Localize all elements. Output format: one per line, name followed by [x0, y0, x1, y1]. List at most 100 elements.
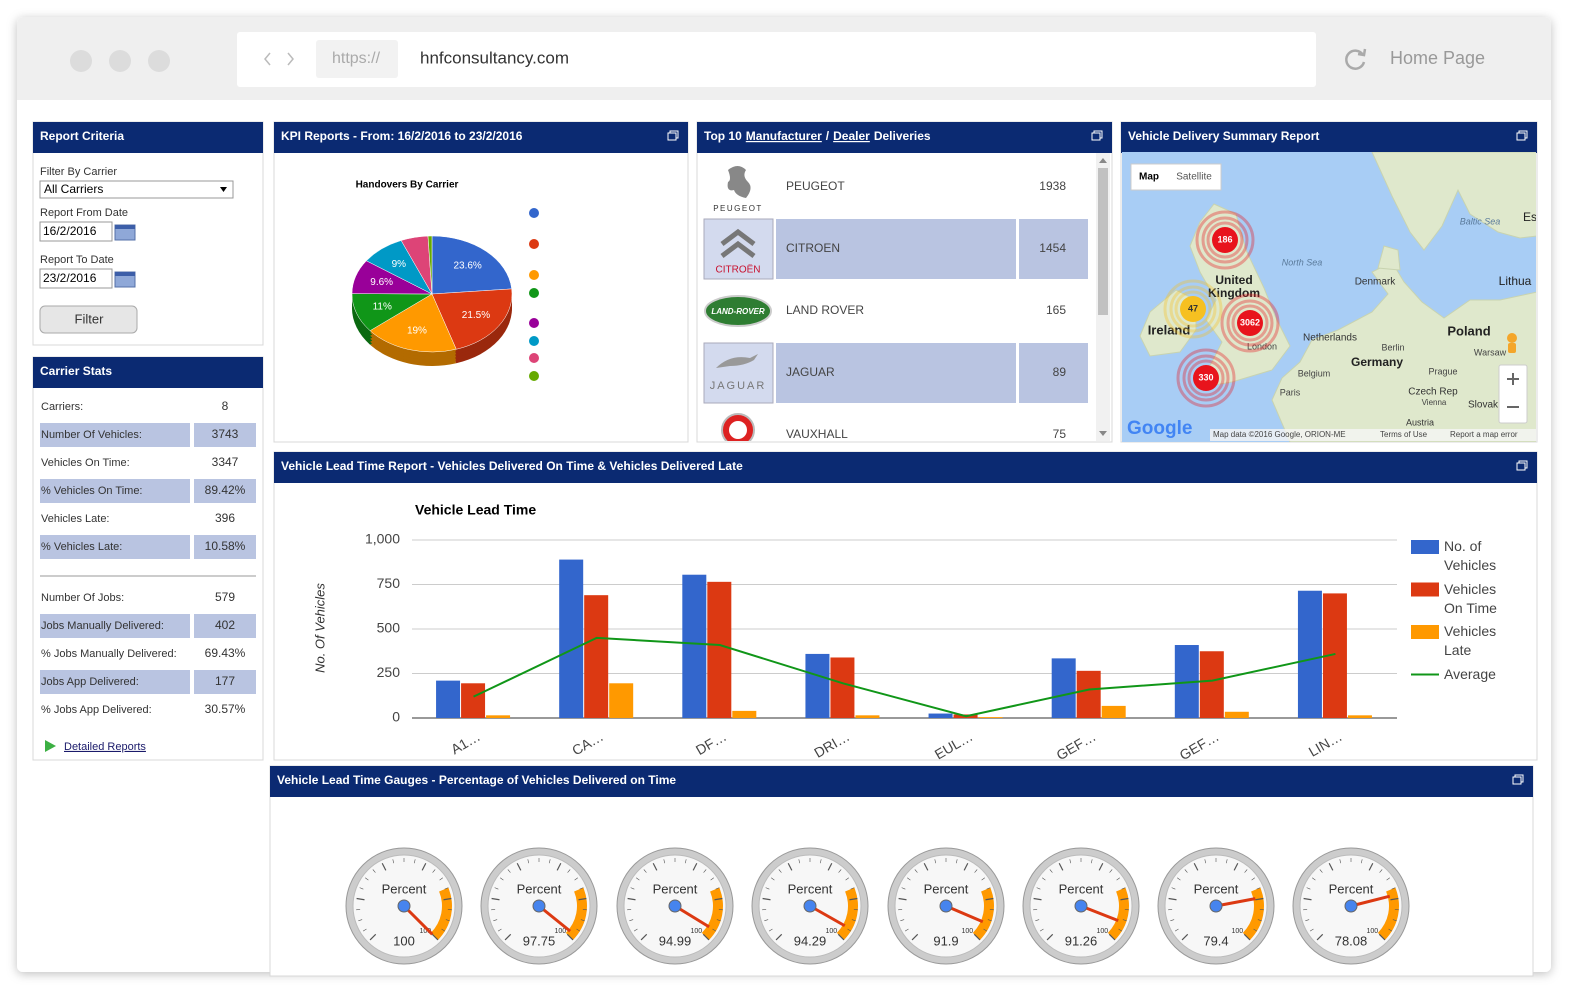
url[interactable]: hnfconsultancy.com [420, 48, 569, 67]
delivery-count: 1454 [1039, 241, 1066, 255]
pegman-body [1508, 343, 1516, 353]
gauge-tick [798, 859, 801, 864]
map-label: United Kingdom [1208, 274, 1260, 300]
bar [461, 683, 486, 718]
cluster-halo [1163, 279, 1223, 339]
popout-icon[interactable] [1091, 130, 1103, 141]
bar [1297, 590, 1322, 718]
popout-icon[interactable] [1512, 774, 1524, 785]
cluster-halo [1201, 216, 1249, 264]
gauge-tick [369, 933, 377, 941]
logo-mark [720, 228, 756, 246]
gauge-tick [1386, 877, 1391, 881]
stat-value: 579 [215, 590, 235, 604]
gauge-needle [402, 904, 434, 936]
gauge-tick [819, 859, 822, 864]
gauge-tick [914, 869, 918, 873]
gauge-tick [445, 919, 450, 922]
window-dot[interactable] [70, 50, 92, 72]
delivery-count: 1938 [1039, 179, 1066, 193]
gauge-value: 97.75 [523, 933, 556, 948]
logo-text: LAND-ROVER [711, 307, 765, 316]
satellite-button[interactable]: Satellite [1176, 172, 1212, 183]
scrollbar-thumb[interactable] [1098, 168, 1108, 315]
row-highlight [194, 535, 256, 559]
title-link[interactable]: Dealer [833, 129, 870, 143]
gauge-tick [431, 933, 439, 941]
row-highlight [40, 670, 190, 694]
cluster[interactable] [1180, 296, 1206, 322]
bar [609, 683, 634, 718]
panel-header [697, 122, 1112, 153]
gauge-tick [955, 859, 958, 864]
gauge-tick [567, 869, 571, 873]
cluster-halo [1231, 304, 1269, 342]
cluster-count: 330 [1198, 372, 1213, 382]
window-dot[interactable] [109, 50, 131, 72]
reload-button[interactable] [1345, 49, 1366, 70]
label: Report To Date [40, 254, 114, 266]
panel-header [274, 452, 1537, 483]
gauge-tick [1046, 933, 1054, 941]
gauge-max-label: 100 [419, 928, 431, 935]
gauge-tick [1039, 928, 1044, 932]
gauge-label: Percent [788, 881, 833, 896]
cluster-halo [1220, 293, 1280, 353]
filter-button[interactable] [39, 305, 138, 334]
terms-link[interactable]: Terms of Use [1380, 430, 1428, 439]
cluster[interactable] [1212, 227, 1238, 253]
home-link[interactable]: Home Page [1390, 48, 1485, 68]
pegman[interactable] [1507, 333, 1517, 343]
stat-label: % Jobs App Delivered: [41, 704, 152, 716]
report-link[interactable]: Report a map error [1450, 430, 1518, 439]
title-link[interactable]: Manufacturer [746, 129, 822, 143]
cluster[interactable] [1193, 365, 1219, 391]
stat-label: Number Of Vehicles: [41, 429, 142, 441]
map-label: Vienna [1422, 398, 1447, 407]
gauge-value: 78.08 [1335, 933, 1368, 948]
icon-part [1516, 132, 1526, 141]
gauge-tick [439, 877, 444, 881]
legend-label-box: Average [1444, 666, 1496, 682]
forward-button[interactable] [287, 52, 294, 66]
gauge-tick [1378, 933, 1386, 941]
cluster-halo [1206, 221, 1244, 259]
gauge-max-label: 100 [825, 928, 837, 935]
date-input[interactable] [39, 268, 113, 289]
back-button[interactable] [264, 52, 271, 66]
gauge-tick [716, 919, 721, 922]
count-cell [1019, 343, 1088, 403]
detailed-reports-link[interactable]: Detailed Reports [64, 741, 146, 753]
map-button[interactable]: Map [1139, 172, 1159, 183]
row-highlight [194, 614, 256, 638]
gauge-tick [1233, 862, 1239, 871]
gauge-tick [576, 928, 581, 932]
logo-mark [716, 354, 758, 368]
cluster[interactable] [1237, 310, 1263, 336]
date-value: 16/2/2016 [43, 224, 97, 238]
icon-part [1516, 462, 1526, 471]
popout-icon[interactable] [667, 130, 679, 141]
bar [1051, 658, 1076, 718]
cluster-count: 186 [1217, 234, 1232, 244]
gauge-tick [904, 928, 909, 932]
carrier-select[interactable] [39, 180, 234, 199]
date-input[interactable] [39, 221, 113, 242]
scroll-up[interactable] [1099, 158, 1107, 163]
gauge-label: Percent [382, 881, 427, 896]
map-label: Es [1523, 210, 1537, 224]
scroll-down[interactable] [1099, 431, 1107, 436]
slice-label: 9% [392, 259, 407, 270]
stat-value: 8 [222, 399, 229, 413]
cluster-halo [1195, 210, 1255, 270]
window-dot[interactable] [148, 50, 170, 72]
address-bar[interactable] [237, 32, 1316, 87]
delivery-count: 165 [1046, 303, 1066, 317]
popout-icon[interactable] [1516, 130, 1528, 141]
pie-slice [427, 235, 433, 295]
zoom-in[interactable] [1507, 373, 1519, 385]
legend-label: Vehicles Late [1444, 623, 1497, 658]
great-britain [1189, 203, 1291, 389]
popout-icon[interactable] [1516, 460, 1528, 471]
